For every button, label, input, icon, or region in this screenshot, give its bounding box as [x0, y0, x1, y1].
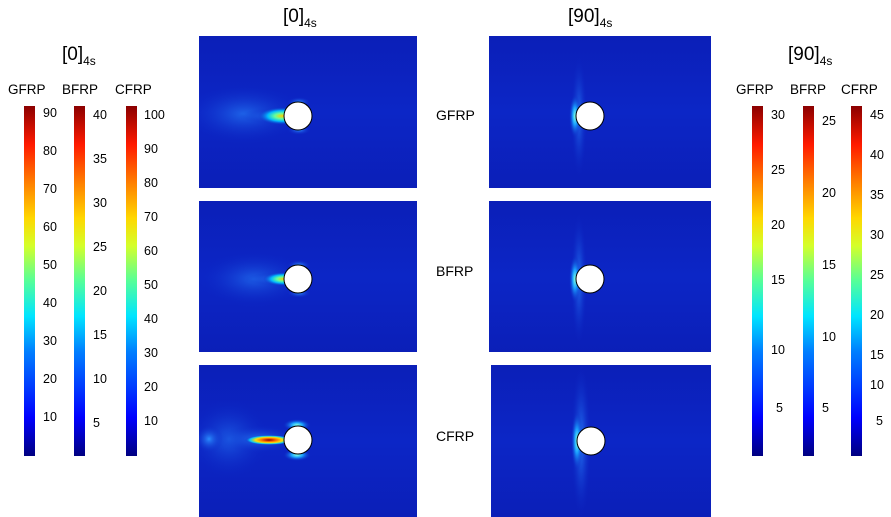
right-colorbar-cfrp-label: CFRP [841, 82, 878, 97]
tick-label: 45 [870, 108, 884, 122]
left-colorbar-gfrp [24, 106, 35, 456]
tick-label: 40 [93, 108, 107, 122]
tick-label: 20 [870, 308, 884, 322]
tick-label: 70 [43, 182, 57, 196]
left-colorbar-gfrp-label: GFRP [8, 82, 46, 97]
tick-label: 15 [93, 328, 107, 342]
tick-label: 25 [822, 114, 836, 128]
left-colorbar-bfrp-label: BFRP [62, 82, 99, 97]
right-colorbar-heading: [90]4s [788, 44, 833, 68]
tick-label: 30 [144, 346, 158, 360]
tick-label: 15 [771, 273, 785, 287]
tick-label: 70 [144, 210, 158, 224]
stress-field-plot [199, 201, 417, 352]
tick-label: 20 [93, 284, 107, 298]
tick-label: 5 [93, 416, 100, 430]
tick-label: 35 [870, 188, 884, 202]
contour-panel-90deg-gfrp [489, 36, 711, 188]
tick-label: 20 [771, 218, 785, 232]
tick-label: 50 [144, 278, 158, 292]
tick-label: 100 [144, 108, 165, 122]
contour-panel-0deg-bfrp [199, 201, 417, 352]
stress-field-plot [489, 201, 711, 352]
row-label-gfrp: GFRP [436, 107, 475, 123]
stress-field-plot [491, 365, 711, 517]
right-colorbar-bfrp [803, 106, 814, 456]
tick-label: 20 [822, 186, 836, 200]
tick-label: 5 [822, 401, 829, 415]
column-heading-0deg: [0]4s [283, 6, 317, 30]
tick-label: 10 [771, 343, 785, 357]
tick-label: 25 [870, 268, 884, 282]
right-colorbar-bfrp-label: BFRP [790, 82, 827, 97]
tick-label: 10 [93, 372, 107, 386]
tick-label: 30 [771, 108, 785, 122]
right-colorbar-gfrp-label: GFRP [736, 82, 774, 97]
left-colorbar-bfrp [74, 106, 85, 456]
right-colorbar-cfrp [851, 106, 862, 456]
tick-label: 50 [43, 258, 57, 272]
tick-label: 40 [43, 296, 57, 310]
tick-label: 90 [144, 142, 158, 156]
tick-label: 60 [43, 220, 57, 234]
tick-label: 10 [144, 414, 158, 428]
tick-label: 10 [43, 410, 57, 424]
tick-label: 20 [43, 372, 57, 386]
stress-field-plot [199, 36, 417, 188]
contour-panel-0deg-cfrp [199, 365, 417, 517]
tick-label: 25 [771, 163, 785, 177]
tick-label: 10 [870, 378, 884, 392]
contour-panel-90deg-bfrp [489, 201, 711, 352]
tick-label: 15 [822, 258, 836, 272]
stress-field-plot [199, 365, 417, 517]
tick-label: 30 [43, 334, 57, 348]
tick-label: 40 [870, 148, 884, 162]
left-colorbar-cfrp [126, 106, 137, 456]
left-colorbar-cfrp-label: CFRP [115, 82, 152, 97]
row-label-bfrp: BFRP [436, 263, 474, 279]
tick-label: 25 [93, 240, 107, 254]
tick-label: 90 [43, 106, 57, 120]
tick-label: 30 [870, 228, 884, 242]
contour-panel-0deg-gfrp [199, 36, 417, 188]
column-heading-90deg: [90]4s [568, 6, 613, 30]
tick-label: 30 [93, 196, 107, 210]
tick-label: 10 [822, 330, 836, 344]
right-colorbar-gfrp [752, 106, 763, 456]
tick-label: 15 [870, 348, 884, 362]
left-colorbar-heading: [0]4s [62, 44, 96, 68]
tick-label: 5 [876, 414, 883, 428]
tick-label: 20 [144, 380, 158, 394]
tick-label: 80 [43, 144, 57, 158]
contour-panel-90deg-cfrp [491, 365, 711, 517]
row-label-cfrp: CFRP [436, 428, 475, 444]
tick-label: 40 [144, 312, 158, 326]
tick-label: 80 [144, 176, 158, 190]
tick-label: 60 [144, 244, 158, 258]
stress-field-plot [489, 36, 711, 188]
tick-label: 35 [93, 152, 107, 166]
tick-label: 5 [776, 401, 783, 415]
